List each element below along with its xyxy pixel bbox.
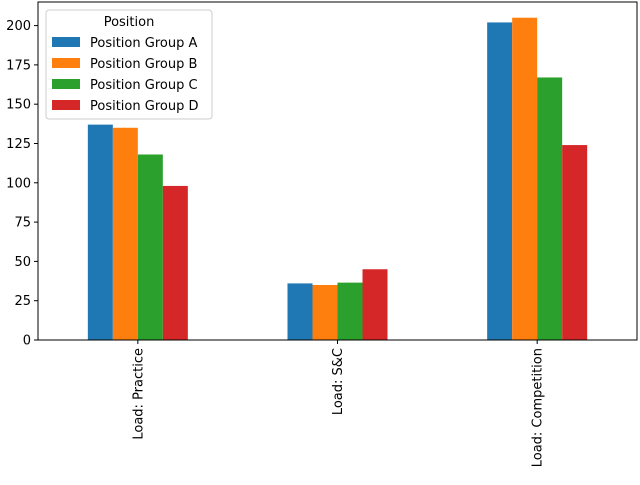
y-tick-label: 175 [6,58,31,73]
bar-0-2 [487,22,513,341]
bar-1-1 [312,284,338,340]
bar-3-0 [162,185,188,340]
legend-title: Position [104,15,155,30]
y-tick-label: 200 [6,19,31,34]
bar-1-0 [112,127,138,340]
bar-2-1 [337,282,363,340]
legend-swatch [52,58,80,68]
y-tick-label: 0 [23,334,31,349]
bar-0-0 [87,124,113,340]
legend: Position Position Group A Position Group B… [45,9,213,120]
bar-2-2 [537,77,563,341]
bar-3-2 [562,145,588,340]
bar-1-2 [512,17,538,341]
y-tick-label: 75 [14,216,31,231]
legend-swatch [52,79,80,89]
x-tick-label: Load: Practice [131,348,146,440]
x-tick-label: Load: S&C [331,348,346,415]
legend-label: Position Group B [90,57,197,72]
legend-box [45,9,213,120]
y-tick-label: 125 [6,137,31,152]
bar-0-1 [287,283,313,340]
axes-layer: 0 25 50 75 100 125 150 175 200 Load: Practice Load… [6,1,638,467]
legend-label: Position Group D [90,99,198,114]
bars-layer [87,17,588,341]
legend-swatch [52,100,80,110]
x-tick-label: Load: Competition [531,348,546,467]
y-tick-label: 100 [6,176,31,191]
bar-2-0 [137,154,163,340]
legend-label: Position Group A [90,36,197,51]
legend-label: Position Group C [90,78,198,93]
y-tick-label: 25 [14,294,31,309]
y-tick-label: 50 [14,255,31,270]
y-tick-label: 150 [6,98,31,113]
legend-swatch [52,37,80,47]
bar-3-1 [362,269,388,340]
